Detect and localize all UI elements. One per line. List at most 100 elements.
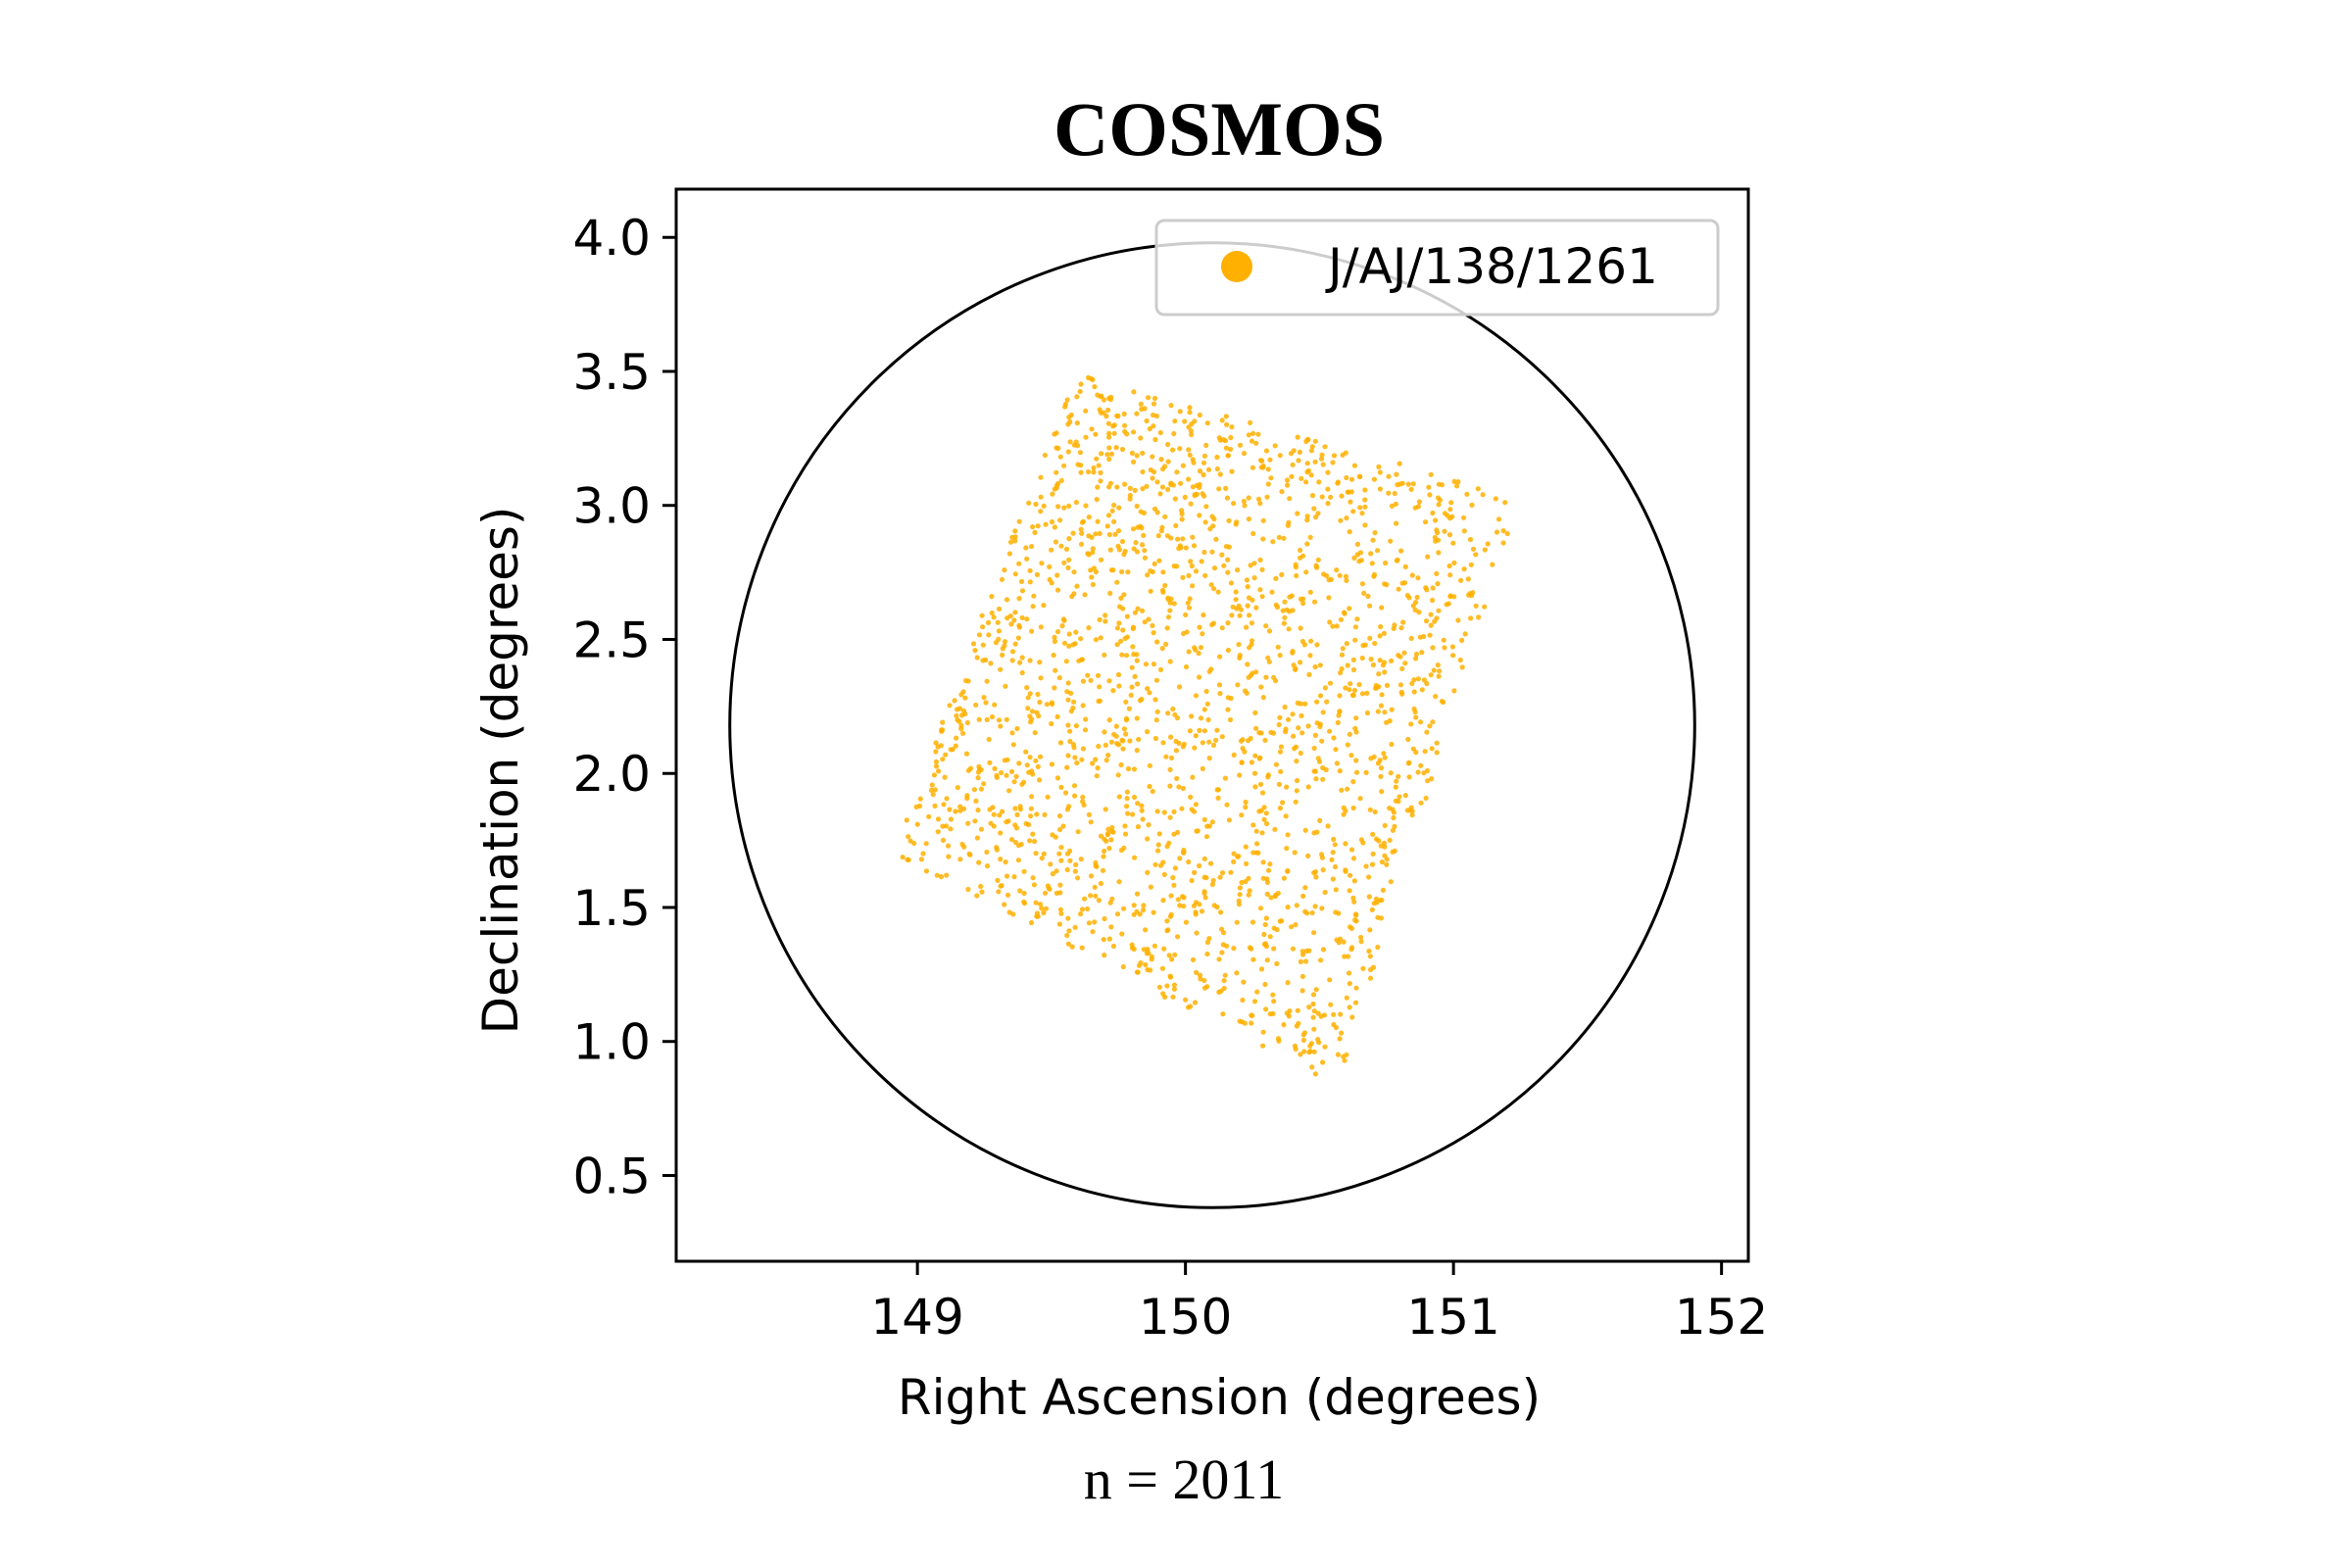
data-point	[1382, 853, 1388, 858]
data-point	[1346, 954, 1351, 959]
data-point	[1101, 854, 1106, 859]
data-point	[1406, 774, 1412, 780]
data-point	[1139, 406, 1145, 413]
data-point	[1139, 696, 1145, 703]
data-point	[1189, 563, 1195, 569]
data-point	[1165, 441, 1171, 448]
data-point	[1085, 672, 1091, 678]
data-point	[1302, 701, 1308, 707]
data-point	[1065, 941, 1071, 947]
data-point	[1061, 463, 1067, 468]
data-point	[1259, 790, 1266, 796]
data-point	[1333, 747, 1339, 753]
data-point	[1378, 843, 1384, 849]
data-point	[1286, 1013, 1292, 1019]
data-point	[1148, 568, 1153, 574]
x-tick-label: 151	[1406, 1289, 1499, 1346]
data-point	[1298, 547, 1303, 554]
data-point	[1399, 691, 1405, 697]
data-point	[1261, 816, 1267, 822]
data-point	[1095, 484, 1101, 490]
data-point	[1025, 695, 1031, 701]
data-point	[1265, 774, 1271, 780]
data-point	[1264, 876, 1270, 882]
data-point	[1233, 597, 1239, 603]
data-point	[1058, 784, 1064, 791]
data-point	[1078, 857, 1084, 862]
data-point	[1406, 595, 1412, 601]
data-point	[1197, 513, 1202, 518]
data-point	[1190, 956, 1197, 963]
data-point	[1093, 568, 1099, 575]
data-point	[935, 829, 941, 835]
data-point	[1065, 753, 1071, 759]
data-point	[1035, 523, 1041, 529]
data-point	[1414, 594, 1420, 601]
data-point	[1434, 615, 1440, 621]
data-point	[1285, 905, 1291, 910]
data-point	[1344, 995, 1349, 1001]
data-point	[1176, 684, 1183, 690]
data-point	[1418, 800, 1424, 806]
data-point	[1277, 714, 1283, 720]
data-point	[1164, 625, 1170, 631]
data-point	[1160, 898, 1166, 904]
data-point	[1249, 638, 1255, 644]
data-point	[1426, 484, 1432, 490]
data-point	[1224, 495, 1230, 501]
data-point	[1298, 712, 1304, 719]
data-point	[1187, 728, 1193, 734]
data-point	[1377, 486, 1383, 492]
data-point	[1139, 808, 1145, 813]
data-point	[1350, 856, 1357, 861]
data-point	[1134, 715, 1140, 721]
data-point	[1130, 644, 1136, 650]
data-point	[1171, 882, 1177, 888]
data-point	[1066, 804, 1072, 809]
data-point	[1339, 1030, 1345, 1036]
data-point	[1296, 725, 1301, 731]
data-point	[1273, 575, 1279, 582]
data-point	[1019, 669, 1025, 676]
data-point	[1446, 532, 1453, 538]
data-point	[1151, 909, 1156, 915]
data-point	[1180, 536, 1186, 542]
data-point	[1093, 531, 1099, 537]
data-point	[960, 806, 967, 812]
data-point	[1428, 672, 1434, 678]
data-point	[1058, 858, 1064, 863]
data-point	[1072, 755, 1078, 760]
data-point	[1369, 561, 1375, 566]
data-point	[1000, 652, 1005, 659]
data-point	[1451, 560, 1457, 566]
data-point	[954, 735, 959, 741]
data-point	[1106, 430, 1112, 436]
data-point	[1231, 946, 1237, 952]
data-point	[1228, 580, 1234, 586]
data-point	[1285, 832, 1291, 838]
data-point	[1278, 768, 1284, 775]
data-point	[1423, 618, 1430, 624]
data-point	[1417, 719, 1424, 725]
data-point	[1315, 1010, 1321, 1016]
data-point	[1225, 453, 1231, 459]
data-point	[1461, 566, 1467, 572]
data-point	[1316, 759, 1323, 764]
data-point	[1326, 595, 1332, 601]
data-point	[1307, 653, 1313, 659]
data-point	[1465, 576, 1471, 582]
data-point	[1118, 638, 1124, 644]
data-point	[965, 820, 971, 826]
data-point	[1348, 872, 1353, 878]
data-point	[1302, 958, 1309, 964]
data-point	[1377, 633, 1383, 639]
data-point	[1322, 1044, 1328, 1050]
data-point	[1411, 677, 1417, 683]
data-point	[1286, 716, 1292, 722]
data-point	[1057, 454, 1063, 460]
data-point	[1094, 773, 1100, 779]
data-point	[1314, 720, 1320, 726]
y-tick-label: 2.0	[572, 746, 651, 803]
data-point	[1106, 445, 1112, 451]
data-point	[1198, 715, 1204, 721]
